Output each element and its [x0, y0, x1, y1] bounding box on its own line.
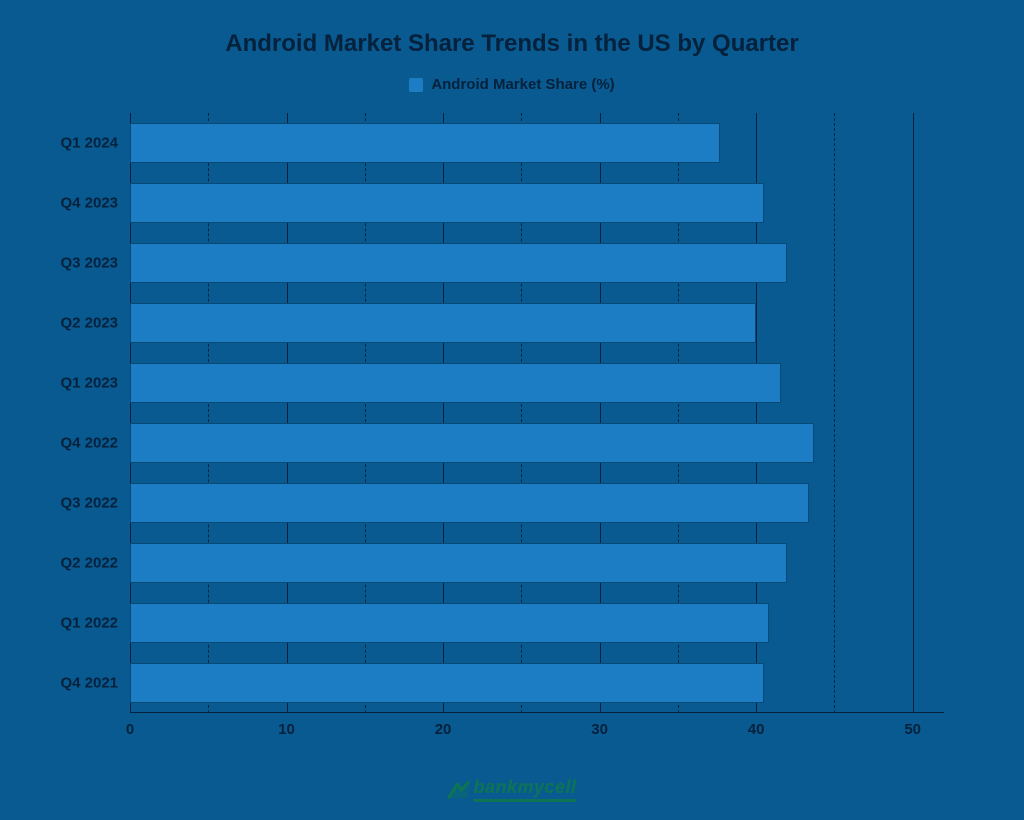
bar — [130, 423, 814, 464]
bar-row: Q2 2023 — [130, 303, 944, 344]
chart-legend: Android Market Share (%) — [40, 76, 984, 93]
chart-plot-area: 01020304050Q1 2024Q4 2023Q3 2023Q2 2023Q… — [130, 113, 944, 713]
branding-watermark: bankmycell — [447, 777, 576, 802]
bar-row: Q3 2023 — [130, 243, 944, 284]
bar — [130, 603, 769, 644]
legend-swatch — [409, 78, 423, 92]
bar — [130, 303, 756, 344]
y-tick-label: Q2 2022 — [60, 554, 118, 571]
branding-logo-icon — [447, 781, 469, 799]
bar-row: Q1 2024 — [130, 123, 944, 164]
bar — [130, 183, 764, 224]
bar-row: Q1 2023 — [130, 363, 944, 404]
bar-row: Q1 2022 — [130, 603, 944, 644]
x-tick-label: 40 — [748, 721, 765, 738]
y-tick-label: Q1 2022 — [60, 614, 118, 631]
x-tick-label: 0 — [126, 721, 134, 738]
y-tick-label: Q4 2023 — [60, 194, 118, 211]
bar-row: Q4 2023 — [130, 183, 944, 224]
bar — [130, 123, 720, 164]
y-tick-label: Q3 2022 — [60, 494, 118, 511]
y-tick-label: Q3 2023 — [60, 254, 118, 271]
bar — [130, 663, 764, 704]
bar — [130, 483, 809, 524]
y-tick-label: Q4 2021 — [60, 674, 118, 691]
y-tick-label: Q1 2023 — [60, 374, 118, 391]
bar — [130, 243, 787, 284]
y-tick-label: Q4 2022 — [60, 434, 118, 451]
x-tick-label: 10 — [278, 721, 295, 738]
y-tick-label: Q1 2024 — [60, 134, 118, 151]
x-axis-baseline — [130, 712, 944, 713]
chart-container: Android Market Share Trends in the US by… — [0, 0, 1024, 820]
x-tick-label: 50 — [904, 721, 921, 738]
bar — [130, 363, 781, 404]
x-tick-label: 20 — [435, 721, 452, 738]
bar-row: Q4 2021 — [130, 663, 944, 704]
chart-title: Android Market Share Trends in the US by… — [40, 30, 984, 58]
bar-row: Q4 2022 — [130, 423, 944, 464]
y-tick-label: Q2 2023 — [60, 314, 118, 331]
x-tick-label: 30 — [591, 721, 608, 738]
bar-row: Q3 2022 — [130, 483, 944, 524]
branding-text: bankmycell — [473, 777, 576, 802]
legend-label: Android Market Share (%) — [431, 76, 614, 93]
bar — [130, 543, 787, 584]
bar-row: Q2 2022 — [130, 543, 944, 584]
